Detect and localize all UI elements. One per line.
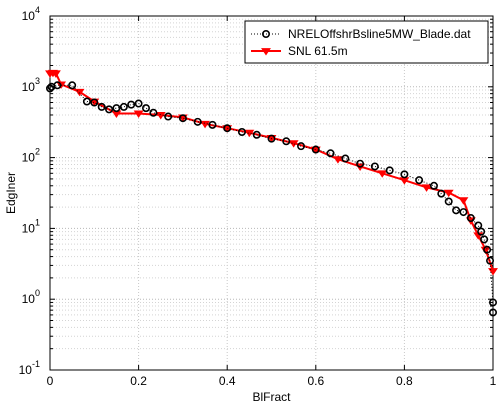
data-point	[105, 105, 114, 114]
data-point	[267, 134, 276, 143]
data-point	[488, 268, 498, 276]
data-point	[288, 140, 299, 148]
legend-label: NRELOffshrBsline5MW_Blade.dat	[288, 27, 471, 41]
data-point	[400, 170, 409, 179]
data-point	[141, 104, 150, 113]
y-axis-label: EdgIner	[4, 172, 18, 214]
data-point	[164, 112, 173, 121]
data-point	[459, 208, 468, 217]
data-point	[237, 127, 246, 136]
y-tick-label: 101	[22, 217, 40, 235]
data-point	[452, 206, 461, 215]
x-tick-label: 0	[47, 374, 54, 388]
data-point	[377, 170, 388, 178]
y-tick-label: 100	[22, 288, 40, 306]
data-point	[415, 176, 424, 185]
legend-box	[244, 20, 489, 64]
data-point	[477, 227, 486, 236]
data-point	[200, 120, 210, 129]
data-point	[466, 214, 475, 223]
data-point	[483, 245, 492, 254]
y-tick-label: 10-1	[19, 359, 40, 377]
data-point	[50, 70, 61, 78]
data-point	[341, 154, 350, 163]
data-point	[133, 110, 144, 118]
data-point	[208, 120, 217, 129]
data-point	[193, 117, 202, 126]
x-tick-label: 1	[490, 374, 497, 388]
x-tick-label: 0.8	[396, 374, 413, 388]
data-point	[421, 184, 432, 192]
legend-entry: NRELOffshrBsline5MW_Blade.dat	[251, 27, 471, 41]
data-point	[53, 81, 62, 90]
data-point	[134, 99, 143, 108]
data-point	[297, 142, 306, 151]
data-point	[356, 159, 365, 168]
legend-label: SNL 61.5m	[288, 44, 348, 58]
data-point	[82, 97, 91, 106]
x-tick-label: 0.6	[307, 374, 324, 388]
plot-area	[49, 15, 494, 371]
data-point	[90, 98, 99, 107]
data-point	[68, 81, 77, 90]
data-point	[326, 149, 335, 158]
y-tick-label: 103	[22, 76, 40, 94]
data-point	[443, 189, 454, 198]
data-point	[458, 197, 469, 205]
data-point	[444, 197, 453, 206]
axis-ticks: 0 0.2 0.4 0.6 0.8 1 10-1 100 101 102 103 104	[19, 5, 497, 388]
data-point	[488, 298, 497, 307]
data-point	[370, 162, 379, 171]
data-point	[178, 114, 187, 123]
data-point	[437, 189, 446, 198]
grid-lines	[50, 16, 493, 370]
data-point	[223, 124, 232, 133]
x-axis-label: BlFract	[252, 390, 291, 404]
data-point	[311, 145, 320, 154]
series-0	[45, 81, 497, 317]
series-layer	[45, 69, 498, 317]
data-point	[45, 84, 54, 93]
data-point	[474, 221, 483, 230]
data-point	[488, 308, 497, 317]
data-point	[480, 235, 489, 244]
legend-entry: SNL 61.5m	[251, 44, 348, 58]
y-tick-label: 102	[22, 147, 40, 165]
y-tick-label: 104	[22, 5, 40, 23]
legend-marker	[261, 48, 271, 56]
data-point	[127, 100, 136, 109]
data-point	[282, 137, 291, 146]
x-tick-label: 0.2	[130, 374, 147, 388]
data-point	[112, 104, 121, 113]
legend: NRELOffshrBsline5MW_Blade.dat SNL 61.5m	[244, 20, 489, 64]
legend-marker	[261, 29, 270, 38]
data-point	[333, 156, 343, 164]
data-point	[149, 108, 158, 117]
data-point	[486, 256, 495, 265]
data-point	[429, 181, 438, 190]
data-point	[97, 102, 106, 111]
data-point	[252, 130, 261, 139]
x-tick-label: 0.4	[219, 374, 236, 388]
data-point	[119, 102, 128, 111]
data-point	[385, 166, 394, 175]
